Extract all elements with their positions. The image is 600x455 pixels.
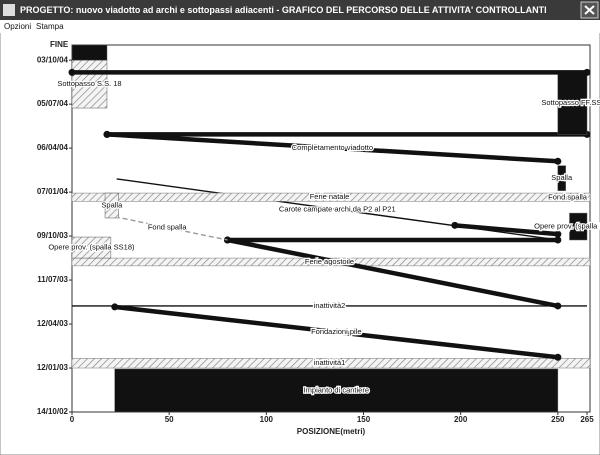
- y-tick-label: 12/04/03: [37, 319, 69, 328]
- activity-label: Spalla: [551, 173, 573, 182]
- y-tick-label: 03/10/04: [37, 55, 69, 64]
- x-axis-label: POSIZIONE(metri): [297, 427, 366, 436]
- app-icon: [3, 4, 15, 16]
- activity-label: Spalla: [101, 201, 123, 210]
- x-tick-label: 150: [357, 415, 371, 424]
- activity-block: [557, 165, 566, 191]
- activity-hatch-block: [71, 59, 108, 109]
- close-button[interactable]: [580, 1, 599, 19]
- activity-label: Carote campate archi da P2 al P21: [279, 204, 396, 213]
- activity-dot: [554, 353, 562, 361]
- activity-dot: [554, 230, 562, 238]
- y-tick-label: 14/10/02: [37, 407, 69, 416]
- activity-dot: [223, 236, 231, 244]
- activity-dot: [554, 157, 562, 165]
- activity-block: [569, 212, 588, 241]
- activity-label: inattività2: [314, 301, 346, 310]
- activity-line: [114, 304, 559, 360]
- activity-dot: [68, 68, 76, 76]
- top-label: FINE: [50, 40, 69, 49]
- x-tick-label: 200: [454, 415, 468, 424]
- activity-line-dashed: [106, 214, 228, 241]
- y-tick-label: 12/01/03: [37, 363, 69, 372]
- chart-marks: [68, 44, 591, 413]
- activity-label: Ferie natale: [310, 192, 350, 201]
- inactivity-band: [71, 192, 591, 202]
- activity-dot: [554, 302, 562, 310]
- x-tick-label: 50: [165, 415, 174, 424]
- y-tick-label: 11/07/03: [37, 275, 68, 284]
- activity-dot: [111, 303, 119, 311]
- activity-line: [227, 237, 559, 309]
- activity-label: Impianto di cantiere: [304, 385, 369, 394]
- activity-label: Fond spalla: [148, 223, 188, 232]
- inactivity-band: [71, 357, 591, 369]
- activity-label: Opere prov. (spalla FF.SS): [534, 222, 600, 231]
- y-tick-label: 09/10/03: [37, 231, 69, 240]
- activity-label: Opere prov. (spalla SS18): [48, 243, 135, 252]
- activity-line: [454, 223, 559, 237]
- menu-item[interactable]: Opzioni: [4, 22, 31, 31]
- activity-dot: [583, 68, 591, 76]
- menu-bar: [0, 20, 600, 33]
- activity-hatch-block: [71, 236, 112, 259]
- activity-label: Completamento viadotto: [292, 143, 373, 152]
- x-tick-label: 100: [260, 415, 274, 424]
- activity-label: inattività1: [314, 358, 346, 367]
- activity-label: Ferie agostoile: [305, 257, 354, 266]
- activity-dot: [103, 130, 111, 138]
- activity-block: [71, 44, 108, 61]
- x-tick-label: 250: [551, 415, 565, 424]
- activity-block: [557, 71, 588, 135]
- activity-line: [106, 132, 558, 164]
- activity-block: [114, 368, 559, 413]
- y-tick-label: 07/01/04: [37, 187, 69, 196]
- activity-dot: [451, 221, 459, 229]
- activity-label: Fond.spalla: [548, 192, 588, 201]
- y-tick-label: 05/07/04: [37, 99, 69, 108]
- x-tick-label: 0: [70, 415, 75, 424]
- activity-label: Sottopasso FF.SS.: [541, 98, 600, 107]
- activity-label: Sottopasso S.S. 18: [57, 79, 121, 88]
- menu-item[interactable]: Stampa: [36, 22, 64, 31]
- chart-labels: Impianto di cantiere inattività1 Fondazion…: [47, 78, 600, 396]
- activity-hatch-block: [104, 192, 119, 219]
- window-title: PROGETTO: nuovo viadotto ad archi e sott…: [20, 5, 547, 15]
- x-tick-label: 265: [580, 415, 594, 424]
- activity-label: Fondazioni pile: [311, 327, 361, 336]
- title-bar: [0, 0, 600, 20]
- y-tick-label: 06/04/04: [37, 143, 69, 152]
